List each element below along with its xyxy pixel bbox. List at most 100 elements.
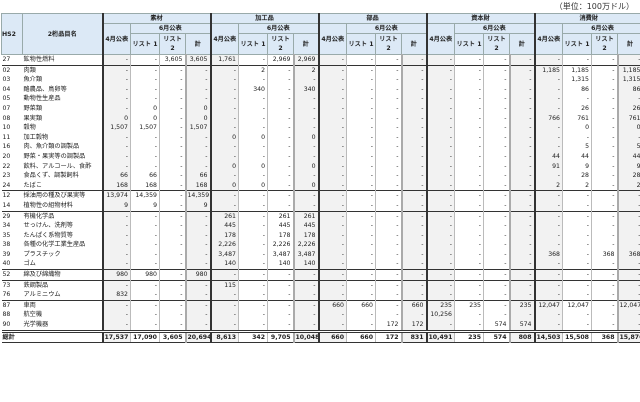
value-cell: -	[346, 94, 376, 104]
value-cell: -	[375, 113, 402, 124]
value-cell: -	[184, 320, 211, 332]
value-cell: -	[483, 132, 510, 143]
value-cell: 140	[209, 259, 239, 270]
value-cell: 0	[238, 132, 268, 143]
value-cell: 14,359	[184, 190, 211, 201]
item-name: 採油用の種及び果実等	[22, 190, 104, 201]
value-cell: 261	[292, 210, 319, 222]
value-cell: -	[400, 113, 427, 124]
value-cell: -	[454, 221, 484, 231]
value-cell: -	[454, 279, 484, 291]
value-cell: -	[130, 230, 160, 241]
value-cell: -	[591, 279, 618, 291]
value-cell: -	[317, 161, 347, 172]
list2-header: リスト 2	[159, 33, 186, 55]
value-cell: -	[375, 54, 402, 66]
value-cell: -	[400, 54, 427, 66]
value-cell: -	[184, 210, 211, 222]
value-cell: -	[562, 310, 592, 321]
total-col-header: 計	[509, 33, 535, 55]
value-cell: 1,185	[533, 64, 563, 76]
table-row: 87 車両 - - - - - - - -660 660-660 235 235-235 12,047 12…	[1, 299, 640, 311]
value-cell: -	[375, 94, 402, 104]
value-cell: -	[508, 240, 535, 250]
value-cell: -	[375, 103, 402, 114]
value-cell: -	[184, 230, 211, 241]
value-cell: -	[101, 94, 131, 104]
value-cell: 12,047	[562, 299, 592, 311]
value-cell: 340	[238, 84, 268, 95]
value-cell: 28	[562, 171, 592, 181]
value-cell: 168	[184, 180, 211, 191]
value-cell: -	[346, 151, 376, 162]
value-cell: -	[238, 151, 268, 162]
value-cell: -	[292, 279, 319, 291]
item-name: アルミニウム	[22, 290, 104, 301]
value-cell: 761	[562, 113, 592, 124]
value-cell: -	[159, 310, 186, 321]
value-cell: 12,047	[533, 299, 563, 311]
value-cell: -	[317, 103, 347, 114]
value-cell: -	[267, 269, 294, 281]
value-cell: -	[562, 240, 592, 250]
value-cell: -	[562, 249, 592, 260]
value-cell: -	[616, 259, 640, 270]
value-cell: -	[454, 180, 484, 191]
value-cell: -	[375, 84, 402, 95]
value-cell: -	[267, 320, 294, 332]
value-cell: 3,605	[184, 54, 211, 66]
item-name: 加工穀物	[22, 132, 104, 143]
value-cell: 808	[508, 329, 535, 344]
value-cell: -	[454, 161, 484, 172]
value-cell: -	[483, 190, 510, 201]
value-cell: -	[533, 190, 563, 201]
value-cell: -	[238, 310, 268, 321]
value-cell: -	[375, 75, 402, 85]
value-cell: -	[184, 84, 211, 95]
hs2-code: 35	[2, 231, 11, 239]
table-row: 08 果実類 0 0-0- - - - - - - - - - - -766 761-761	[2, 113, 640, 124]
value-cell: -	[616, 269, 640, 281]
value-cell: 0	[292, 132, 319, 143]
value-cell: -	[238, 54, 268, 66]
value-cell: -	[346, 320, 376, 332]
value-cell: -	[317, 132, 347, 143]
value-cell: -	[346, 84, 376, 95]
item-name: 食品くず、調製飼料	[22, 171, 104, 181]
value-cell: -	[267, 171, 294, 181]
value-cell: -	[130, 290, 160, 301]
value-cell: 9	[562, 161, 592, 172]
value-cell: -	[184, 161, 211, 172]
value-cell: -	[159, 290, 186, 301]
value-cell: -	[508, 84, 535, 95]
value-cell: 9	[184, 200, 211, 211]
value-cell: 20,694	[184, 329, 211, 344]
value-cell: -	[508, 259, 535, 270]
value-cell: -	[317, 190, 347, 201]
value-cell: -	[591, 103, 618, 114]
value-cell: -	[346, 180, 376, 191]
hs2-code: 88	[2, 311, 11, 319]
item-name: ゴム	[22, 259, 104, 270]
value-cell: -	[346, 200, 376, 211]
value-cell: -	[292, 75, 319, 85]
value-cell: -	[346, 279, 376, 291]
value-cell: -	[375, 151, 402, 162]
value-cell: 235	[454, 299, 484, 311]
value-cell: 574	[483, 320, 510, 332]
value-cell: -	[483, 103, 510, 114]
value-cell: -	[533, 103, 563, 114]
value-cell: -	[400, 151, 427, 162]
item-name: プラスチック	[22, 249, 104, 260]
group-header: 素材	[101, 13, 211, 24]
value-cell: -	[483, 94, 510, 104]
value-cell: -	[533, 75, 563, 85]
value-cell: -	[159, 132, 186, 143]
value-cell: -	[483, 259, 510, 270]
total-col-header: 計	[617, 33, 640, 55]
value-cell: -	[184, 310, 211, 321]
item-name: 魚介類	[22, 75, 104, 85]
value-cell: -	[101, 249, 131, 260]
value-cell: -	[130, 142, 160, 152]
value-cell: -	[425, 94, 455, 104]
